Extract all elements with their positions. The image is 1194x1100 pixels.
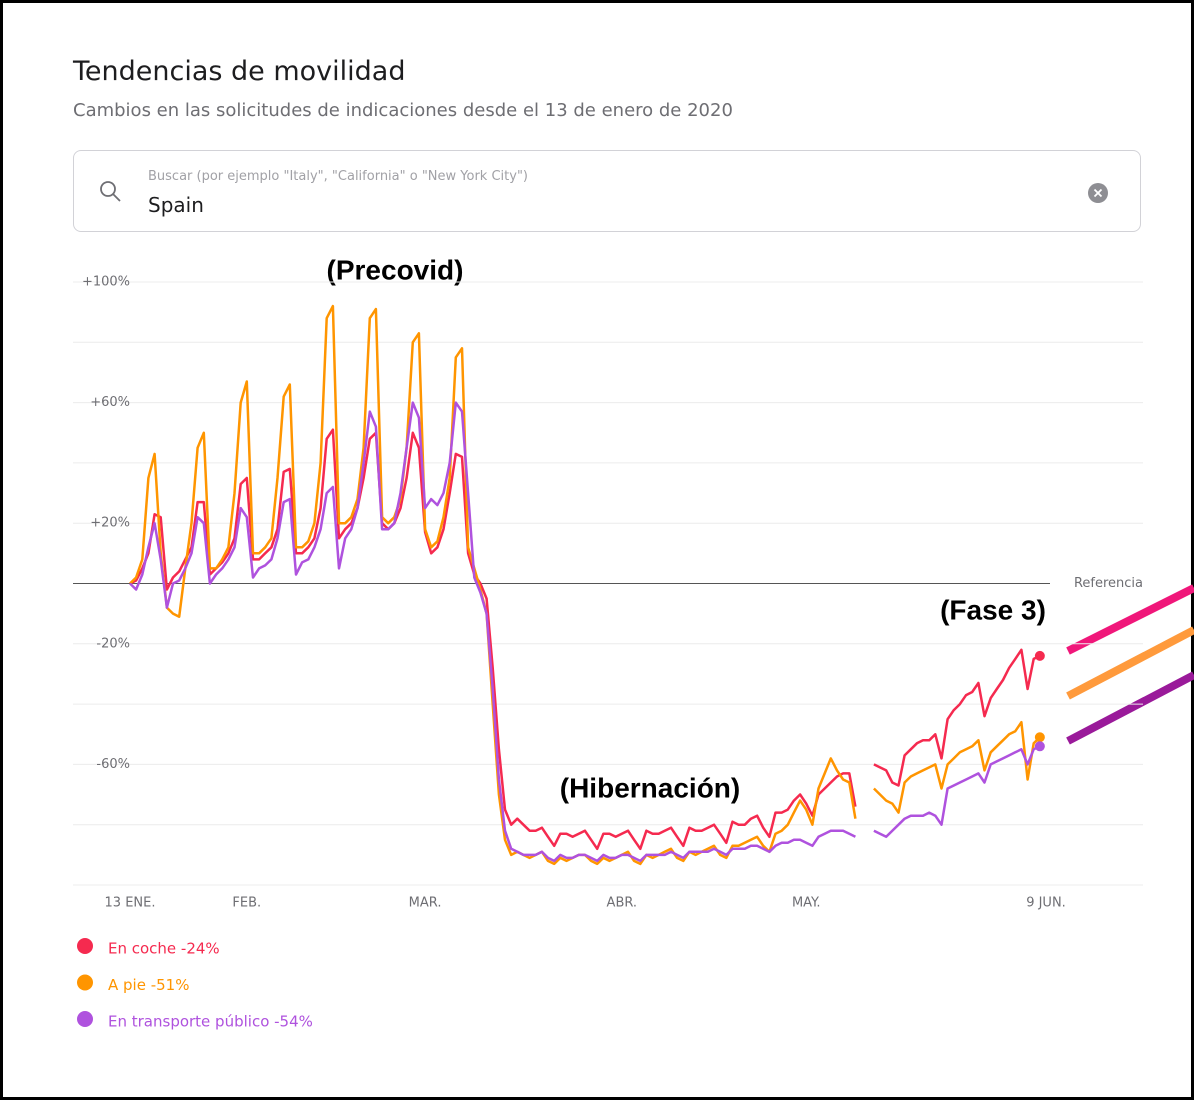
search-box[interactable]: Buscar (por ejemplo "Italy", "California… <box>73 150 1141 232</box>
annotation: (Hibernación) <box>560 772 740 803</box>
reference-label: Referencia <box>1074 576 1143 591</box>
clear-button[interactable] <box>1086 181 1110 205</box>
search-placeholder: Buscar (por ejemplo "Italy", "California… <box>148 169 529 184</box>
x-tick-label: 13 ENE. <box>105 896 156 911</box>
x-tick-label: MAY. <box>792 896 821 911</box>
legend-dot <box>77 974 93 991</box>
legend-dot <box>77 1011 93 1027</box>
search-icon <box>100 181 121 202</box>
series-line <box>129 401 1041 863</box>
series-line <box>129 428 1041 851</box>
legend-label: En transporte público -54% <box>108 1013 313 1031</box>
subtitle: Cambios en las solicitudes de indicacion… <box>73 100 733 121</box>
x-tick-label: 9 JUN. <box>1026 896 1066 911</box>
annotation: (Precovid) <box>327 254 464 285</box>
y-tick-label: -20% <box>96 636 130 651</box>
pointer-stroke <box>1066 671 1194 745</box>
search-value: Spain <box>148 193 204 217</box>
y-tick-label: -60% <box>96 757 130 772</box>
y-tick-label: +100% <box>82 275 130 290</box>
y-tick-label: +20% <box>90 516 130 531</box>
x-tick-label: MAR. <box>409 896 442 911</box>
y-tick-label: +60% <box>90 395 130 410</box>
end-dot <box>1034 741 1045 752</box>
annotation: (Fase 3) <box>940 594 1046 625</box>
end-dot <box>1034 650 1045 661</box>
legend-label: A pie -51% <box>108 976 189 994</box>
pointer-stroke <box>1066 626 1194 700</box>
x-tick-label: ABR. <box>607 896 638 911</box>
title: Tendencias de movilidad <box>73 56 406 87</box>
x-tick-label: FEB. <box>232 896 261 911</box>
pointer-stroke <box>1066 584 1194 655</box>
legend-dot <box>77 938 93 954</box>
end-dot <box>1034 732 1045 743</box>
legend-label: En coche -24% <box>108 940 220 958</box>
